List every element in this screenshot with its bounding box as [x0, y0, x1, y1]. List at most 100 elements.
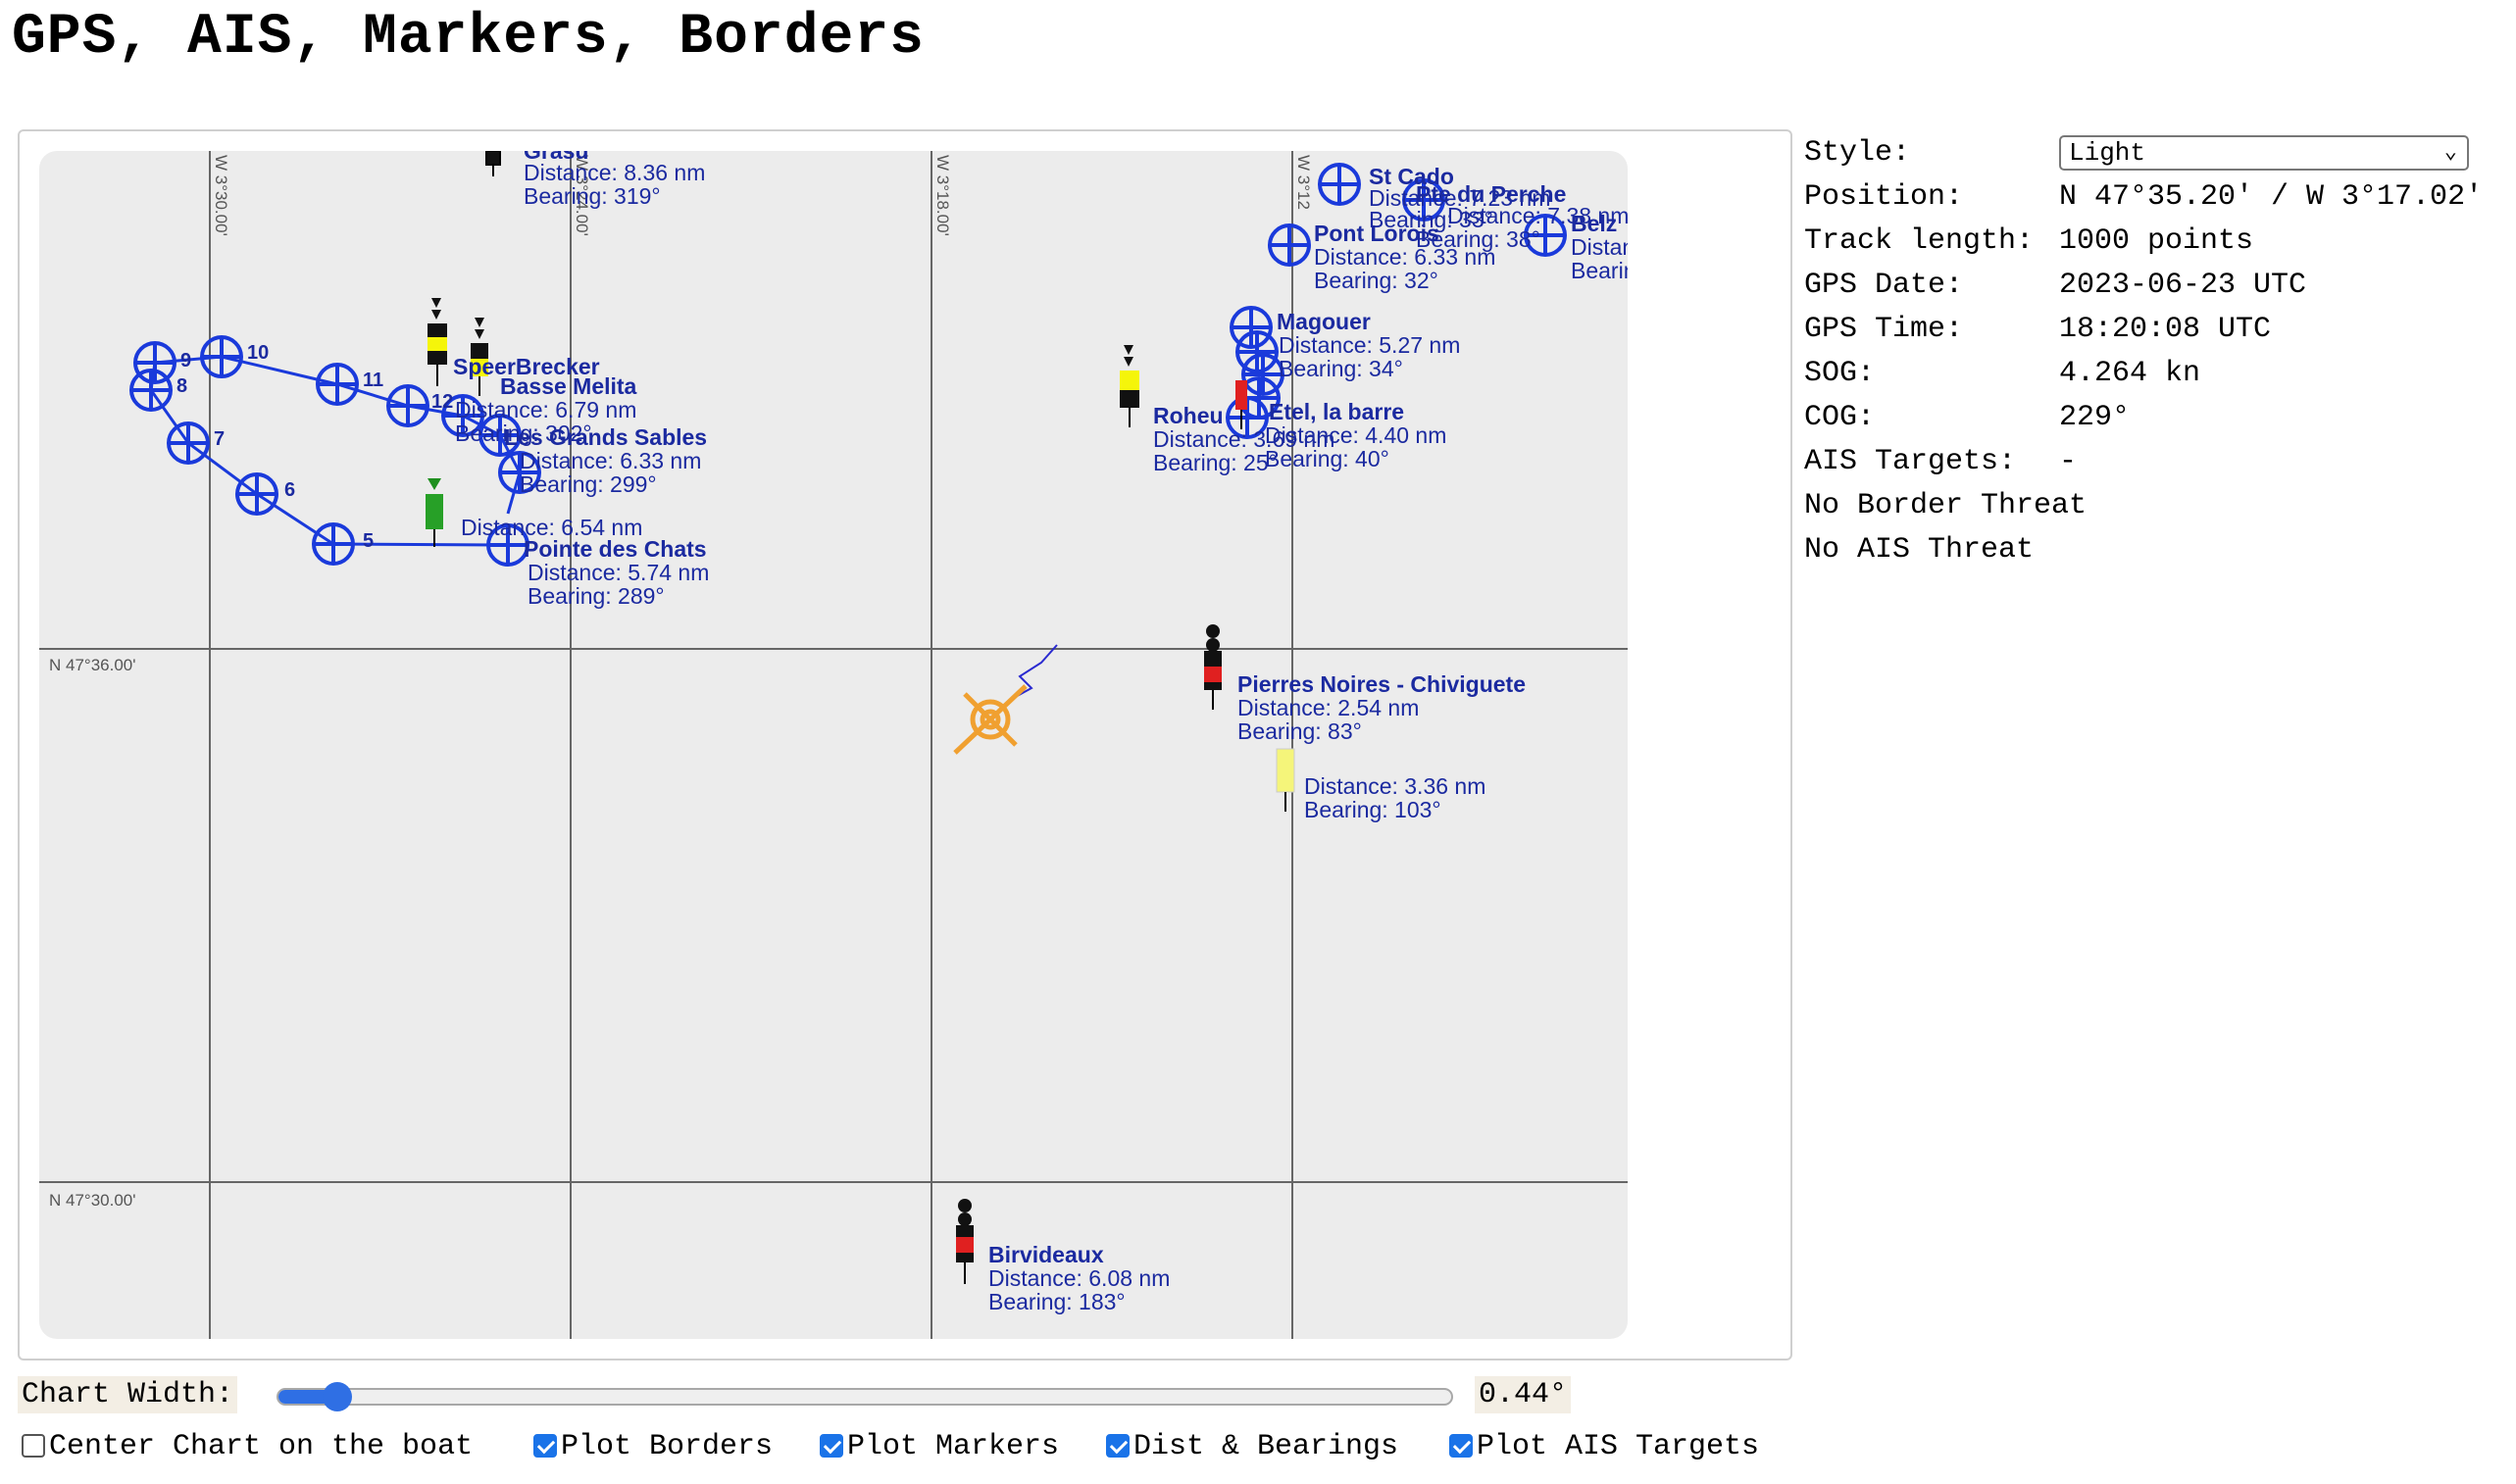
plot-markers-checkbox[interactable]: Plot Markers — [820, 1427, 1059, 1466]
border-point-label-8: 8 — [176, 375, 187, 397]
marker-distance: Distance: 5.27 nm — [1279, 332, 1460, 358]
style-select[interactable]: Light ⌄ — [2059, 135, 2469, 171]
marker-bearing: Bearing: 319° — [524, 183, 661, 209]
chart-grid — [39, 151, 1628, 1339]
buoy-icon — [1204, 624, 1222, 710]
marker-distance: Distance: 5.74 nm — [528, 560, 709, 585]
buoy-icon — [471, 318, 488, 396]
marker-distance: Distance: 7.23 nm — [1369, 185, 1550, 211]
track-length-value: 1000 points — [2059, 224, 2254, 258]
checkbox-label: Center Chart on the boat — [49, 1430, 474, 1463]
grid-label-lon-3: W 3°18.00' — [933, 155, 952, 236]
checkbox-box[interactable] — [820, 1434, 843, 1458]
border-waypoint — [1230, 306, 1273, 349]
border-cluster-east — [1226, 163, 1567, 439]
marker-name: Pointe des Chats — [524, 536, 707, 562]
style-label: Style: — [1804, 136, 1911, 170]
plot-borders-checkbox[interactable]: Plot Borders — [533, 1427, 773, 1466]
marker-bearing: Bearing: 38° — [1416, 226, 1540, 252]
marker-bearing: Bearing — [1571, 258, 1628, 283]
marker-distance: Distance: 8.36 nm — [524, 160, 705, 185]
marker-name: Birvideaux — [988, 1242, 1104, 1267]
marker-distance: Distance: 6.33 nm — [520, 448, 701, 473]
style-select-value: Light — [2069, 138, 2146, 168]
page-title: GPS, AIS, Markers, Borders — [12, 6, 925, 70]
chevron-down-icon: ⌄ — [2443, 140, 2457, 165]
checkbox-box[interactable] — [1449, 1434, 1473, 1458]
gps-time-value: 18:20:08 UTC — [2059, 313, 2272, 346]
marker-name: St Cado — [1369, 164, 1454, 189]
border-waypoint — [1235, 330, 1279, 373]
checkbox-box[interactable] — [533, 1434, 557, 1458]
border-waypoint — [486, 523, 529, 567]
checkbox-box[interactable] — [1106, 1434, 1130, 1458]
border-point-label-7: 7 — [214, 428, 225, 450]
grid-label-lon-1: W 3°30.00' — [212, 155, 230, 236]
border-waypoint — [478, 414, 522, 457]
cog-label: COG: — [1804, 401, 1876, 434]
checkbox-label: Plot Borders — [561, 1430, 774, 1463]
marker-distance: Distance: 3.36 nm — [1304, 773, 1485, 799]
chart-frame: W 3°30.00' W 3°24.00' W 3°18.00' W 3°12 … — [18, 129, 1792, 1360]
gps-date-label: GPS Date: — [1804, 269, 1964, 302]
checkbox-label: Plot AIS Targets — [1477, 1430, 1760, 1463]
border-waypoint — [441, 394, 484, 437]
border-waypoint — [235, 472, 278, 516]
border-point-label-6: 6 — [284, 479, 295, 501]
border-point-label-12: 12 — [431, 391, 453, 413]
marker-bearing: Bearing: 34° — [1279, 356, 1403, 381]
track-length-label: Track length: — [1804, 224, 2035, 258]
marker-distance: Distance: 3.69 nm — [1153, 426, 1334, 452]
buoy-icon — [1235, 380, 1247, 429]
marker-name: Roheu — [1153, 403, 1224, 428]
cog-value: 229° — [2059, 401, 2131, 434]
grid-label-lat-2: N 47°30.00' — [49, 1191, 136, 1210]
marker-bearing: Bearing: 25° — [1153, 450, 1278, 475]
marker-name: Magouer — [1277, 309, 1371, 334]
gps-time-label: GPS Time: — [1804, 313, 1964, 346]
gps-date-value: 2023-06-23 UTC — [2059, 269, 2307, 302]
border-waypoint — [386, 384, 429, 427]
border-waypoints — [129, 335, 541, 567]
chart-width-slider-thumb[interactable] — [322, 1382, 352, 1411]
chart-width-slider[interactable] — [277, 1382, 1453, 1411]
marker-bearing: Bearing: 83° — [1237, 718, 1362, 744]
border-waypoint — [316, 363, 359, 406]
marker-bearing: Bearing: 103° — [1304, 797, 1441, 822]
ais-targets-value: - — [2059, 445, 2078, 478]
buoy-icon — [956, 1199, 974, 1284]
marker-distance: Distance: 7.38 nm — [1447, 203, 1628, 228]
boat-track — [1009, 644, 1058, 701]
center-chart-checkbox[interactable]: Center Chart on the boat — [22, 1427, 473, 1466]
marker-bearing: Bearing: 32° — [1314, 268, 1438, 293]
checkbox-box[interactable] — [22, 1434, 45, 1458]
marker-name: Basse Melita — [500, 373, 637, 399]
buoy-icon — [485, 151, 501, 176]
chart-width-value: 0.44° — [1475, 1376, 1572, 1413]
position-label: Position: — [1804, 180, 1964, 214]
border-waypoint — [1241, 353, 1284, 396]
ais-targets-label: AIS Targets: — [1804, 445, 2017, 478]
marker-bearing: Bearing: 40° — [1265, 446, 1389, 471]
marker-bearing: Bearing: 289° — [528, 583, 665, 609]
marker-bearing: Bearing: 183° — [988, 1289, 1126, 1314]
plot-ais-targets-checkbox[interactable]: Plot AIS Targets — [1449, 1427, 1759, 1466]
marker-name: Les Grands Sables — [504, 424, 707, 450]
marker-bearing: Bearing: 302° — [455, 420, 592, 446]
marker-distance: Distance: 2.54 nm — [1237, 695, 1419, 720]
border-waypoint — [129, 369, 173, 412]
boat-icon — [953, 684, 1028, 755]
border-waypoint — [1524, 214, 1567, 257]
marker-bearing: Bearing: 33° — [1369, 207, 1493, 232]
grid-label-lon-2: W 3°24.00' — [573, 155, 591, 236]
border-waypoint — [1268, 223, 1311, 267]
border-point-label-5: 5 — [363, 530, 374, 552]
chart-canvas[interactable]: W 3°30.00' W 3°24.00' W 3°18.00' W 3°12 … — [39, 151, 1628, 1339]
marker-name: Pte du Perche — [1416, 181, 1566, 207]
marker-distance: Distance: 4.40 nm — [1265, 422, 1446, 448]
marker-name: SpeerBrecker — [453, 354, 600, 379]
marker-name: Pierres Noires - Chiviguete — [1237, 671, 1526, 697]
marker-distance: Distance: 6.54 nm — [461, 515, 642, 540]
border-waypoint — [133, 341, 176, 384]
dist-bearings-checkbox[interactable]: Dist & Bearings — [1106, 1427, 1398, 1466]
